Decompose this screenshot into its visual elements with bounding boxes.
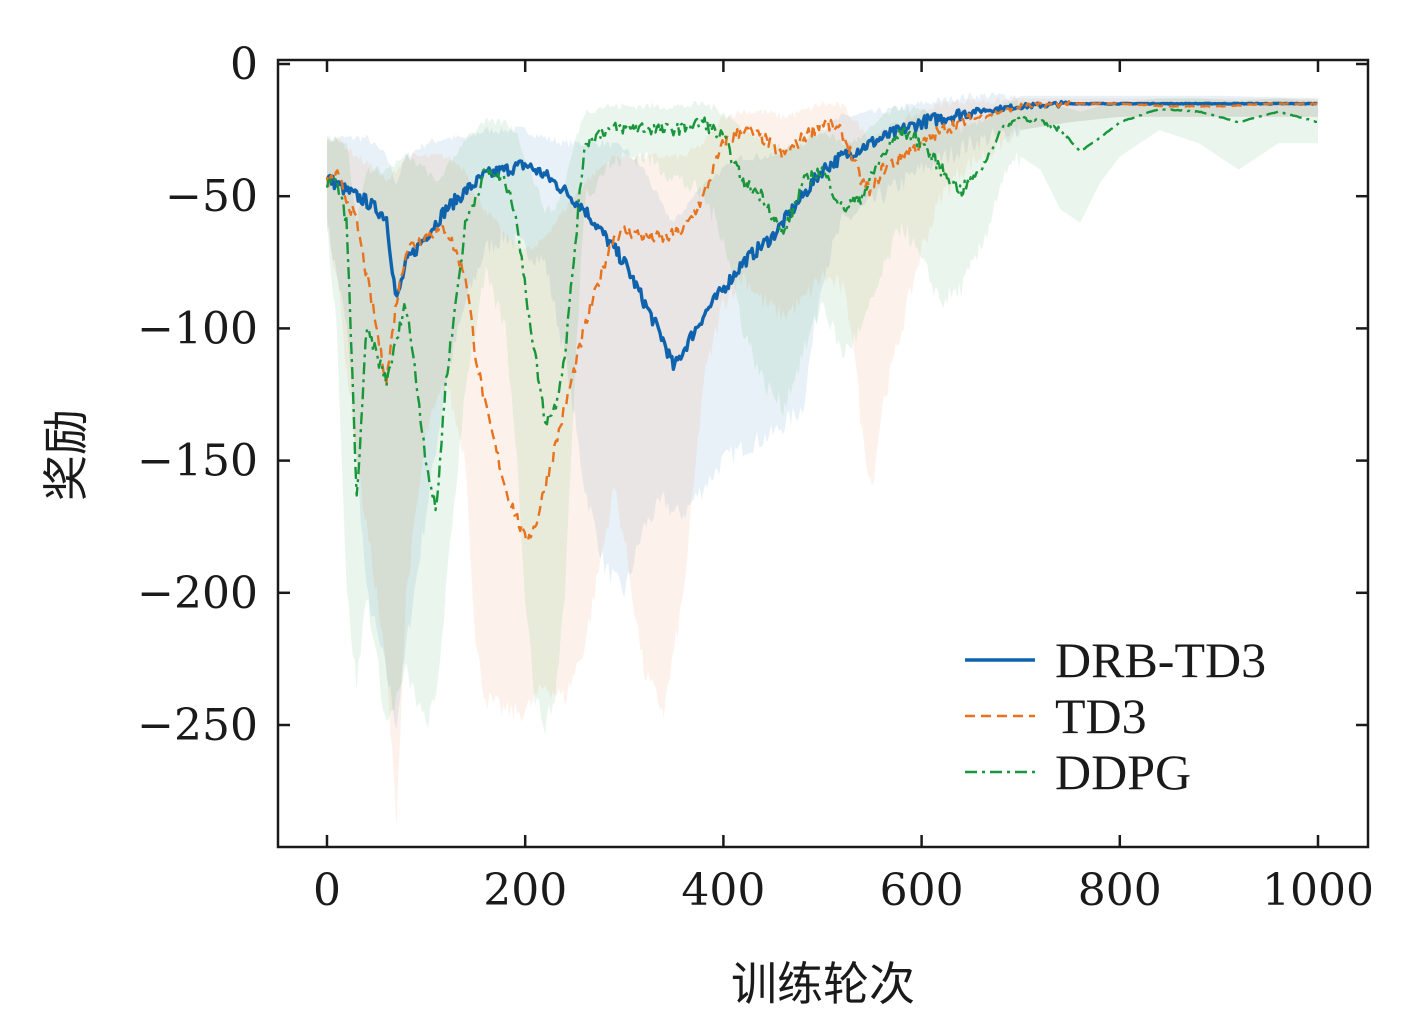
axes-box (276, 58, 1370, 849)
x-tick-label: 1000 (1262, 865, 1374, 916)
band-td3 (327, 95, 1318, 829)
legend-label-ddpg: DDPG (1055, 744, 1191, 800)
x-axis-label: 训练轮次 (731, 957, 915, 1011)
y-tick-label: 0 (230, 39, 258, 90)
legend-label-td3: TD3 (1055, 688, 1147, 744)
y-tick-label: −250 (137, 700, 258, 751)
series-line-drb-td3 (326, 99, 1318, 371)
x-axis-ticks: 0 200 400 600 800 1000 (313, 60, 1374, 916)
y-tick-label: −200 (137, 568, 258, 619)
series-line-ddpg (325, 107, 1318, 512)
y-axis-label: 奖励 (39, 409, 93, 501)
y-axis-ticks: 0 −50 −100 −150 −200 −250 (137, 39, 1368, 751)
x-tick-label: 400 (681, 865, 765, 916)
x-tick-label: 200 (483, 865, 567, 916)
series-line-td3 (325, 99, 1318, 543)
y-tick-label: −50 (165, 171, 258, 222)
x-tick-label: 600 (880, 865, 964, 916)
y-tick-label: −100 (137, 303, 258, 354)
x-tick-label: 800 (1078, 865, 1162, 916)
legend-label-drb-td3: DRB-TD3 (1055, 632, 1266, 688)
series-lines (325, 99, 1318, 543)
y-tick-label: −150 (137, 436, 258, 487)
x-tick-label: 0 (313, 865, 341, 916)
plot-frame (276, 58, 1370, 849)
